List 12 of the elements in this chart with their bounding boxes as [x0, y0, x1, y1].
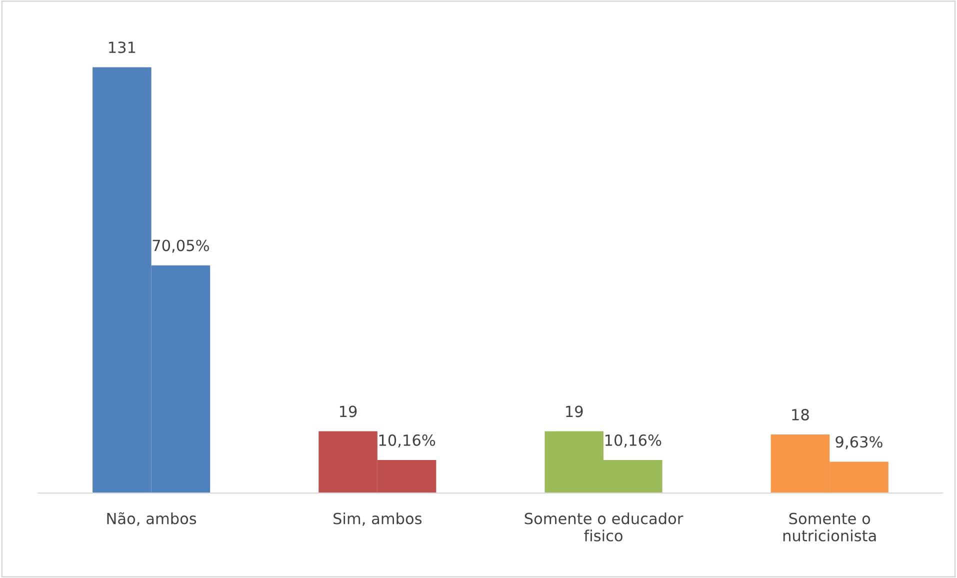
- data-label: 10,16%: [379, 434, 436, 448]
- data-label: 18: [792, 408, 809, 420]
- data-label: 9,63%: [836, 436, 882, 450]
- data-label: 19: [566, 406, 583, 418]
- data-label: 131: [109, 42, 136, 54]
- x-tick-label: Não, ambos: [107, 512, 196, 526]
- data-label: 70,05%: [152, 240, 209, 253]
- data-label: 19: [340, 406, 357, 418]
- data-label: 10,16%: [605, 434, 662, 448]
- x-tick-label: Somente o nutricionista: [783, 512, 876, 542]
- x-tick-label: Somente o educador fisico: [524, 512, 684, 542]
- x-tick-label: Sim, ambos: [334, 512, 422, 526]
